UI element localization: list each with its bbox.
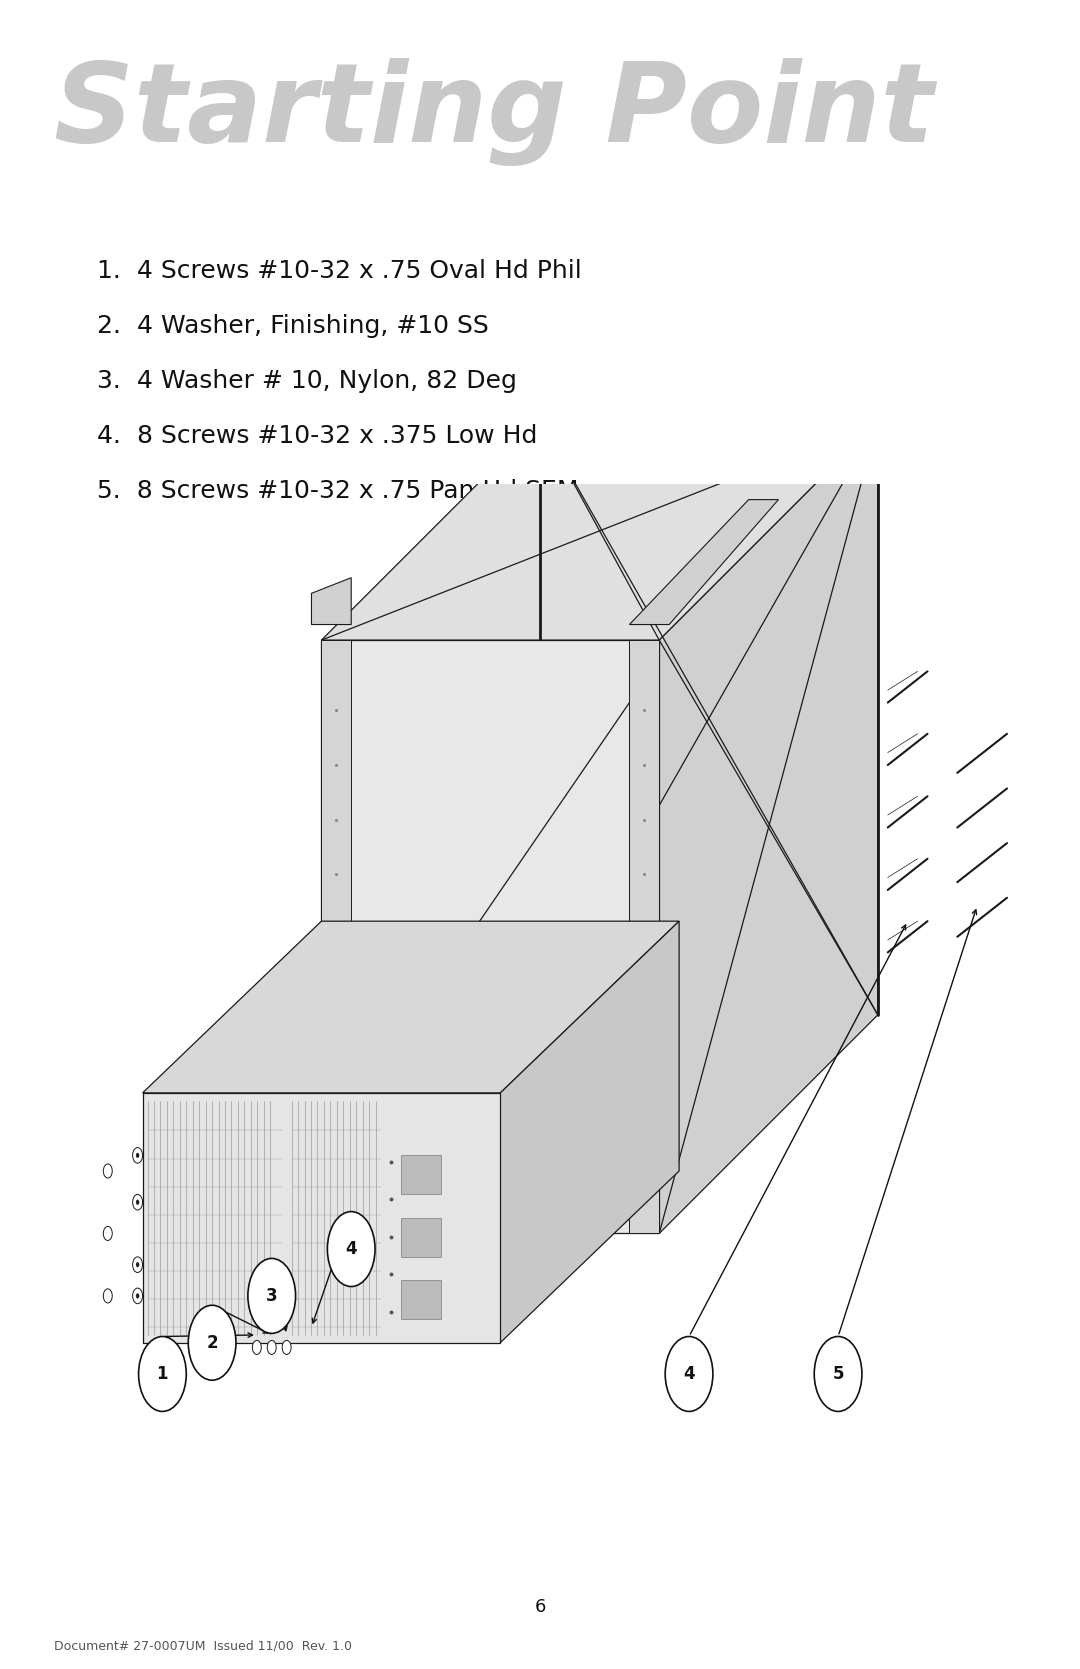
Circle shape [133,1257,143,1272]
Text: 2: 2 [206,1334,218,1352]
Text: Starting Point: Starting Point [54,58,934,167]
Circle shape [133,1288,143,1303]
Text: 3: 3 [266,1287,278,1305]
Circle shape [138,1337,186,1412]
Circle shape [814,1337,862,1412]
Circle shape [136,1262,139,1267]
Polygon shape [630,641,659,1233]
Text: 4: 4 [346,1240,357,1258]
Polygon shape [322,422,878,641]
Polygon shape [540,422,878,1015]
Circle shape [136,1200,139,1205]
Text: Document# 27-0007UM  Issued 11/00  Rev. 1.0: Document# 27-0007UM Issued 11/00 Rev. 1.… [54,1639,352,1652]
Text: 3.  4 Washer # 10, Nylon, 82 Deg: 3. 4 Washer # 10, Nylon, 82 Deg [97,369,517,392]
Text: 1: 1 [157,1365,168,1384]
Polygon shape [143,921,679,1093]
Text: 6: 6 [535,1599,545,1616]
Circle shape [104,1163,112,1178]
Circle shape [267,1340,276,1355]
Circle shape [136,1293,139,1298]
Polygon shape [401,1280,441,1319]
Circle shape [282,1340,292,1355]
Circle shape [136,1153,139,1158]
Circle shape [133,1195,143,1210]
Circle shape [248,1258,296,1334]
Polygon shape [322,641,659,1233]
Polygon shape [322,641,351,1233]
Circle shape [253,1340,261,1355]
Circle shape [188,1305,235,1380]
Text: 2.  4 Washer, Finishing, #10 SS: 2. 4 Washer, Finishing, #10 SS [97,314,489,337]
Circle shape [327,1212,375,1287]
Text: 5.  8 Screws #10-32 x .75 Pan Hd SEM: 5. 8 Screws #10-32 x .75 Pan Hd SEM [97,479,579,502]
Circle shape [133,1148,143,1163]
Polygon shape [143,1093,500,1344]
Circle shape [104,1288,112,1303]
Polygon shape [311,577,351,624]
Text: 4: 4 [684,1365,694,1384]
Circle shape [104,1227,112,1240]
Polygon shape [401,1218,441,1257]
Polygon shape [659,422,878,1233]
Circle shape [665,1337,713,1412]
Polygon shape [401,1155,441,1195]
Polygon shape [630,499,779,624]
Text: 5: 5 [833,1365,843,1384]
Polygon shape [500,921,679,1344]
Text: 4.  8 Screws #10-32 x .375 Low Hd: 4. 8 Screws #10-32 x .375 Low Hd [97,424,538,447]
Text: 1.  4 Screws #10-32 x .75 Oval Hd Phil: 1. 4 Screws #10-32 x .75 Oval Hd Phil [97,259,582,282]
